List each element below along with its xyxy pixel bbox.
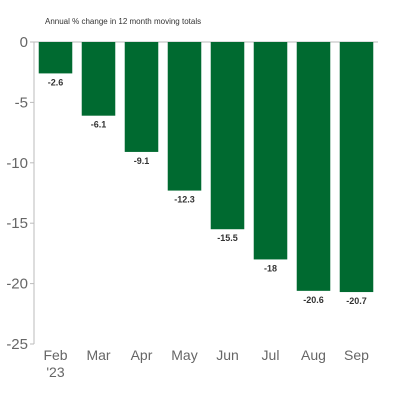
bar [124, 42, 159, 152]
data-label: -2.6 [48, 77, 64, 87]
bar [296, 42, 331, 291]
x-axis: Feb '23 Mar Apr May Jun Jul Aug Sep [43, 347, 369, 380]
x-tick-label: Feb '23 [43, 347, 67, 380]
x-tick-label: Jun [216, 347, 239, 363]
data-label-backdrop [84, 117, 113, 131]
x-tick-label: May [171, 347, 197, 363]
y-tick-label: -10 [6, 155, 28, 172]
x-tick-label: Apr [131, 347, 153, 363]
x-tick-label: Mar [86, 347, 110, 363]
chart-subtitle: Annual % change in 12 month moving total… [45, 17, 201, 26]
data-label: -20.6 [303, 295, 324, 305]
data-label-backdrop [210, 231, 245, 245]
data-label: -20.7 [346, 296, 367, 306]
data-label: -6.1 [91, 120, 107, 130]
x-tick-label: Aug [301, 347, 326, 363]
data-label-backdrop [41, 75, 70, 89]
data-label-backdrop [339, 294, 374, 308]
y-tick-label: -15 [6, 215, 28, 232]
y-tick-label: 0 [20, 34, 28, 51]
data-label-backdrop [259, 261, 282, 275]
data-label-backdrop [127, 153, 156, 167]
bar [210, 42, 245, 230]
y-tick-label: -20 [6, 276, 28, 293]
bar [81, 42, 116, 116]
bar [38, 42, 73, 74]
data-label: -18 [264, 263, 277, 273]
x-tick-label: Jul [262, 347, 280, 363]
bar [167, 42, 202, 191]
x-tick-label: Sep [344, 347, 369, 363]
data-label-backdrop [296, 292, 331, 306]
data-labels: -2.6 -6.1 -9.1 -12.3 -15.5 -18 -20.6 -20.7 [41, 75, 374, 308]
y-tick-label: -25 [6, 336, 28, 353]
data-label-backdrop [167, 192, 202, 206]
data-label: -12.3 [174, 195, 195, 205]
data-label: -9.1 [134, 156, 150, 166]
bars [38, 42, 374, 293]
data-label: -15.5 [217, 233, 238, 243]
bar [253, 42, 288, 260]
y-tick-label: -5 [15, 94, 28, 111]
bar [339, 42, 374, 293]
y-axis: 0 -5 -10 -15 -20 -25 [6, 34, 378, 353]
